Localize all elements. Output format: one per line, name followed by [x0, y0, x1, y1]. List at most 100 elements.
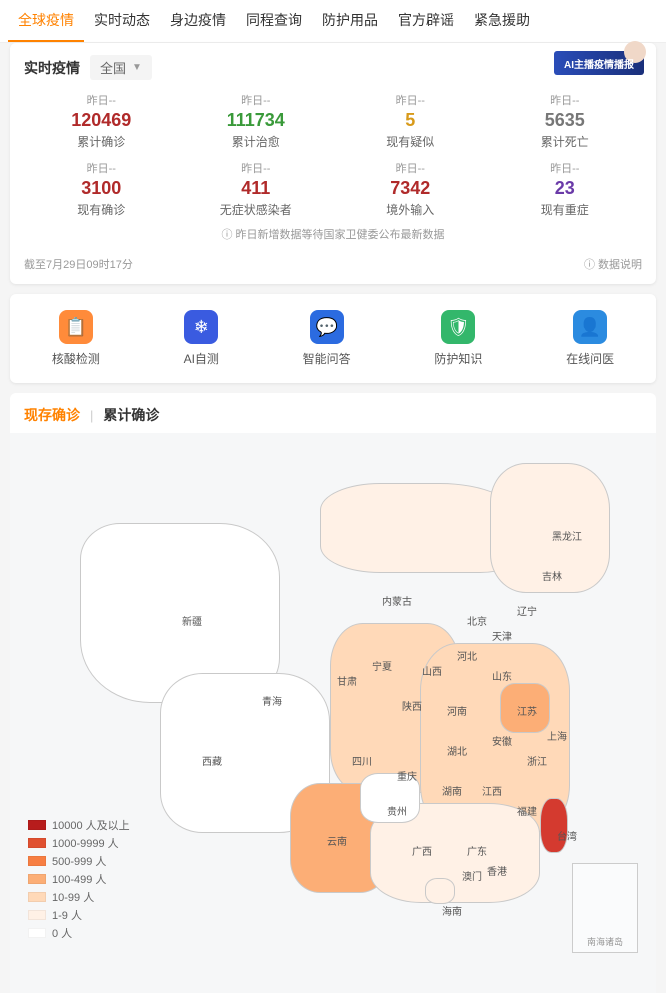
service-label: 在线问医	[566, 350, 614, 367]
card-header: 实时疫情 全国 ▼	[24, 55, 642, 80]
province-label[interactable]: 江西	[480, 783, 504, 798]
province-label[interactable]: 海南	[440, 903, 464, 918]
stat-label: 现有疑似	[333, 133, 488, 150]
map-tab-current[interactable]: 现存确诊	[24, 405, 80, 425]
province-label[interactable]: 湖北	[445, 743, 469, 758]
province-label[interactable]: 重庆	[395, 768, 419, 783]
service-item[interactable]: 📋核酸检测	[52, 310, 100, 367]
province-label[interactable]: 辽宁	[515, 603, 539, 618]
timestamp-text: 截至7月29日09时17分	[24, 256, 133, 272]
nav-tab-5[interactable]: 官方辟谣	[388, 0, 464, 42]
stat-cell: 昨日--411无症状感染者	[179, 160, 334, 218]
nav-tab-4[interactable]: 防护用品	[312, 0, 388, 42]
province-label[interactable]: 西藏	[200, 753, 224, 768]
region-select[interactable]: 全国 ▼	[90, 55, 152, 80]
map-background: 黑龙江吉林辽宁 内蒙古新疆 北京天津河北山西 山东 宁夏甘肃青海 陕西 河南 江苏上海 安徽湖北…	[70, 443, 636, 963]
province-label[interactable]: 广西	[410, 843, 434, 858]
province-label[interactable]: 云南	[325, 833, 349, 848]
nav-tab-6[interactable]: 紧急援助	[464, 0, 540, 42]
province-label[interactable]: 宁夏	[370, 658, 394, 673]
province-label[interactable]: 山西	[420, 663, 444, 678]
legend-label: 1000-9999 人	[52, 835, 119, 851]
province-label[interactable]: 香港	[485, 863, 509, 878]
legend-label: 0 人	[52, 925, 72, 941]
service-icon: ❄	[184, 310, 218, 344]
stat-cell: 昨日--111734累计治愈	[179, 92, 334, 150]
province-label[interactable]: 河南	[445, 703, 469, 718]
stat-yday: 昨日--	[488, 160, 643, 176]
province-label[interactable]: 甘肃	[335, 673, 359, 688]
legend-row: 1000-9999 人	[28, 835, 130, 851]
stat-value: 23	[488, 176, 643, 201]
province-label[interactable]: 内蒙古	[380, 593, 414, 608]
nav-tab-0[interactable]: 全球疫情	[8, 0, 84, 42]
service-item[interactable]: 👤在线问医	[566, 310, 614, 367]
stat-yday: 昨日--	[24, 92, 179, 108]
province-label[interactable]: 福建	[515, 803, 539, 818]
legend-label: 500-999 人	[52, 853, 106, 869]
service-item[interactable]: 💬 智能问答	[303, 310, 351, 367]
map-tab-separator: |	[90, 408, 93, 423]
service-item[interactable]: 🛡防护知识	[434, 310, 482, 367]
stat-yday: 昨日--	[24, 160, 179, 176]
chevron-down-icon: ▼	[132, 62, 142, 73]
stat-value: 111734	[179, 108, 334, 133]
legend-row: 100-499 人	[28, 871, 130, 887]
province-label[interactable]: 黑龙江	[550, 528, 584, 543]
province-label[interactable]: 贵州	[385, 803, 409, 818]
service-label: 核酸检测	[52, 350, 100, 367]
service-icon: 💬	[310, 310, 344, 344]
province-label[interactable]: 新疆	[180, 613, 204, 628]
card-title: 实时疫情	[24, 58, 80, 78]
province-label[interactable]: 吉林	[540, 568, 564, 583]
map-canvas[interactable]: 黑龙江吉林辽宁 内蒙古新疆 北京天津河北山西 山东 宁夏甘肃青海 陕西 河南 江苏上海 安徽湖北…	[10, 433, 656, 993]
legend-row: 10-99 人	[28, 889, 130, 905]
stat-value: 5635	[488, 108, 643, 133]
stat-yday: 昨日--	[333, 92, 488, 108]
stat-cell: 昨日--3100现有确诊	[24, 160, 179, 218]
province-label[interactable]: 上海	[545, 728, 569, 743]
legend-swatch	[28, 874, 46, 884]
stat-label: 现有重症	[488, 201, 643, 218]
stat-label: 现有确诊	[24, 201, 179, 218]
legend-row: 500-999 人	[28, 853, 130, 869]
south-sea-inset: 南海诸岛	[572, 863, 638, 953]
legend-label: 10000 人及以上	[52, 817, 130, 833]
stat-label: 无症状感染者	[179, 201, 334, 218]
province-label[interactable]: 陕西	[400, 698, 424, 713]
map-tabs: 现存确诊 | 累计确诊	[10, 393, 656, 433]
province-label[interactable]: 青海	[260, 693, 284, 708]
service-item[interactable]: ❄ AI自测	[184, 310, 219, 367]
service-label: 智能问答	[303, 350, 351, 367]
card-footer: 截至7月29日09时17分 数据说明	[24, 256, 642, 272]
legend-swatch	[28, 928, 46, 938]
south-sea-label: 南海诸岛	[587, 935, 623, 948]
stat-label: 累计治愈	[179, 133, 334, 150]
stat-yday: 昨日--	[488, 92, 643, 108]
map-legend: 10000 人及以上 1000-9999 人 500-999 人 100-499 人 1…	[28, 815, 130, 943]
province-label[interactable]: 浙江	[525, 753, 549, 768]
province-label[interactable]: 山东	[490, 668, 514, 683]
stat-yday: 昨日--	[179, 92, 334, 108]
stats-card: AI主播疫情播报 实时疫情 全国 ▼ 昨日--120469累计确诊昨日--111…	[10, 43, 656, 284]
service-icon: 🛡	[441, 310, 475, 344]
stat-value: 120469	[24, 108, 179, 133]
province-label[interactable]: 台湾	[555, 828, 579, 843]
nav-tab-2[interactable]: 身边疫情	[160, 0, 236, 42]
nav-tab-1[interactable]: 实时动态	[84, 0, 160, 42]
province-label[interactable]: 澳门	[460, 868, 484, 883]
province-label[interactable]: 湖南	[440, 783, 464, 798]
map-tab-cumulative[interactable]: 累计确诊	[103, 405, 159, 425]
province-label[interactable]: 四川	[350, 753, 374, 768]
province-label[interactable]: 广东	[465, 843, 489, 858]
legend-row: 0 人	[28, 925, 130, 941]
ai-anchor-badge[interactable]: AI主播疫情播报	[554, 51, 644, 75]
data-explain-link[interactable]: 数据说明	[584, 256, 642, 272]
province-label[interactable]: 北京	[465, 613, 489, 628]
province-label[interactable]: 天津	[490, 628, 514, 643]
province-label[interactable]: 安徽	[490, 733, 514, 748]
province-label[interactable]: 河北	[455, 648, 479, 663]
service-label: AI自测	[184, 350, 219, 367]
nav-tab-3[interactable]: 同程查询	[236, 0, 312, 42]
province-label[interactable]: 江苏	[515, 703, 539, 718]
